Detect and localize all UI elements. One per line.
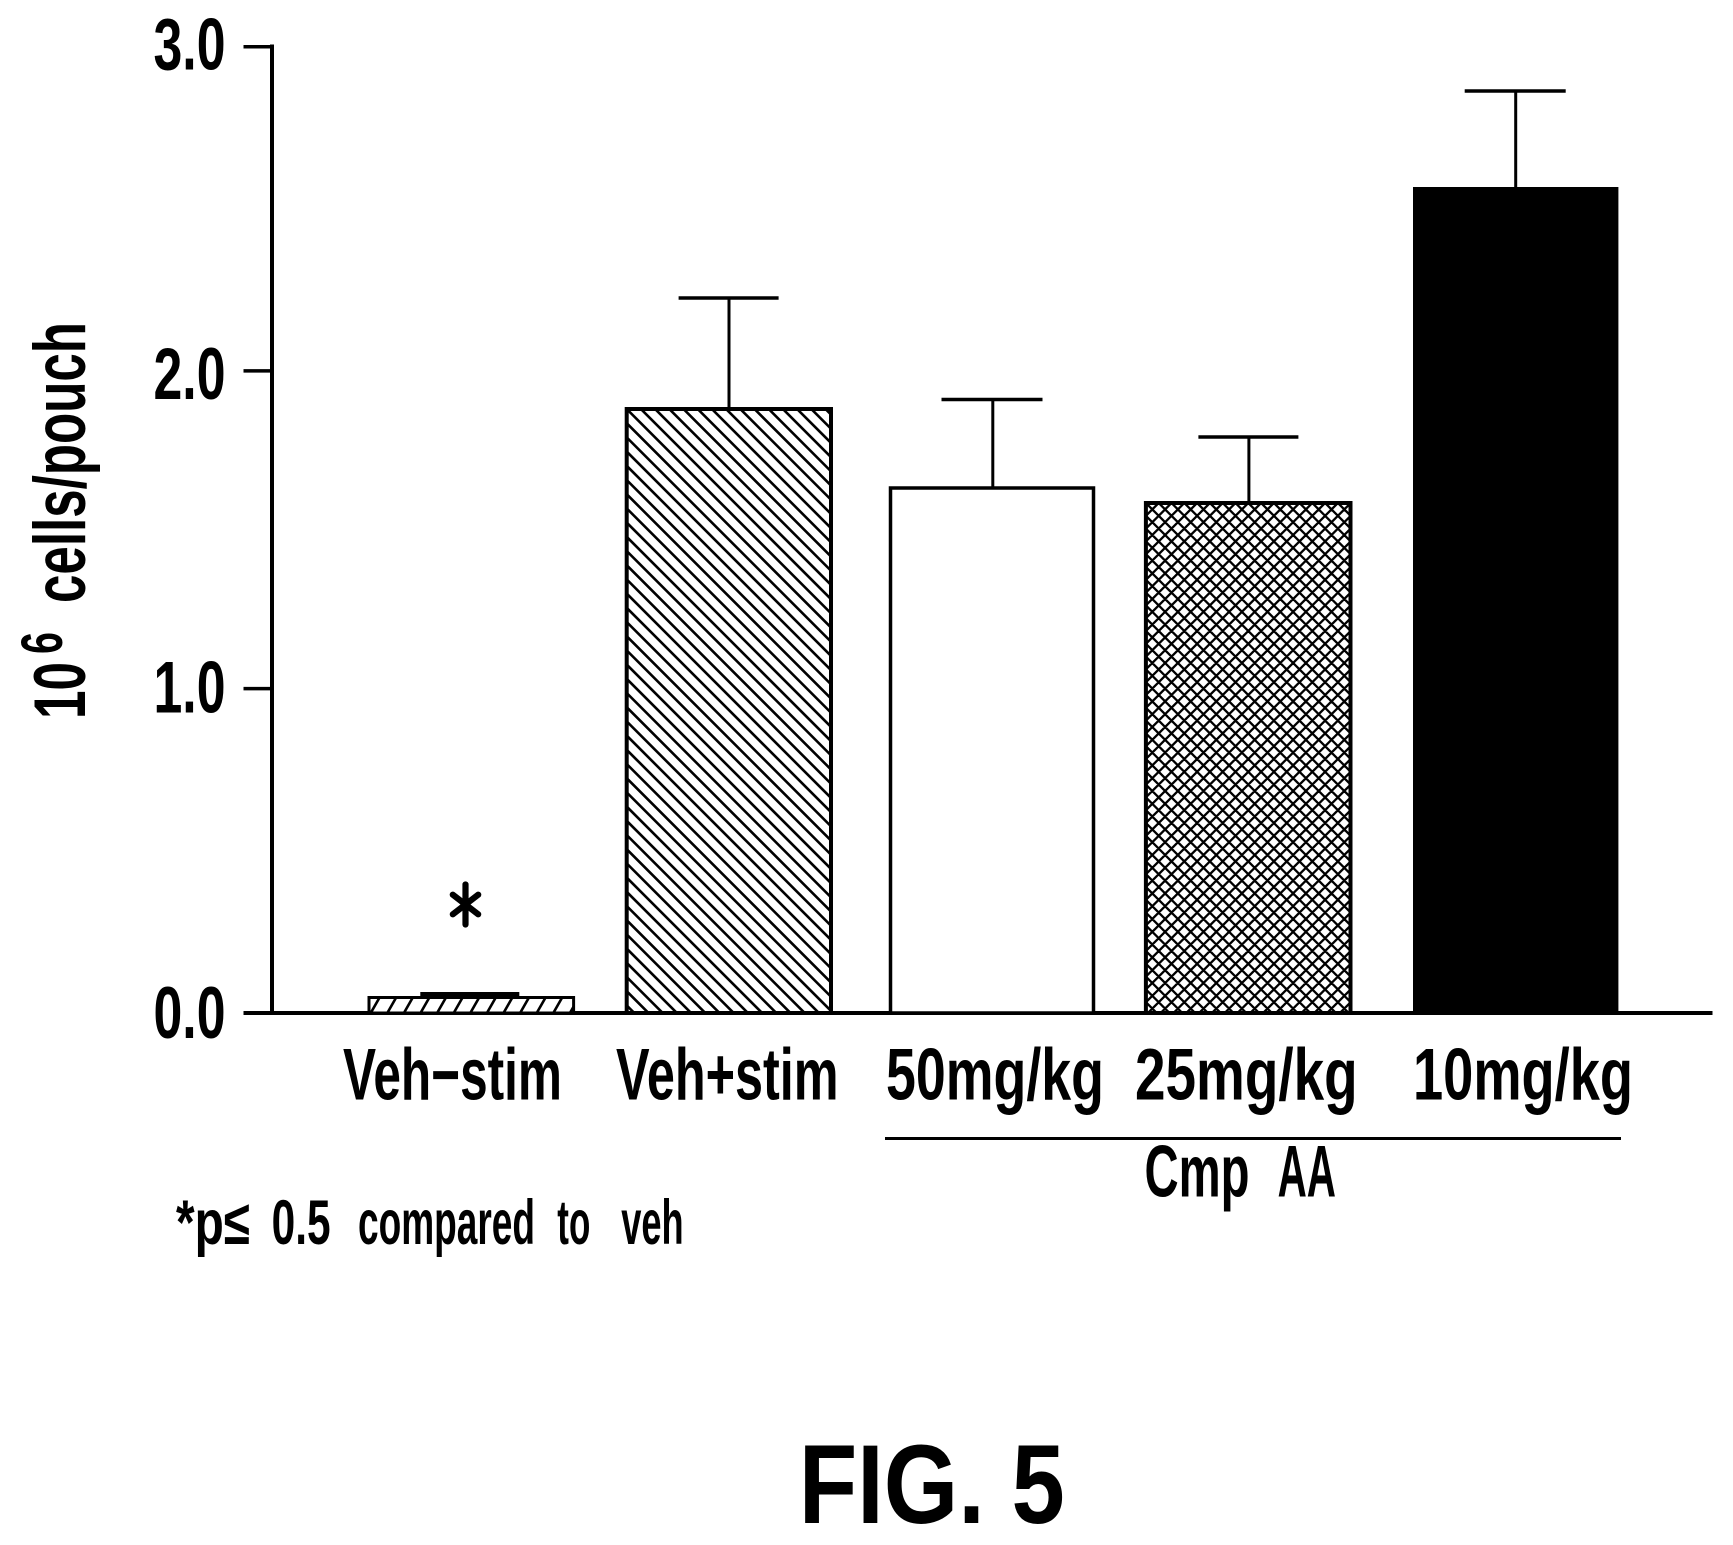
svg-text:*p≤: *p≤ — [176, 1188, 250, 1258]
svg-text:AA: AA — [1278, 1132, 1336, 1213]
svg-text:Veh−stim: Veh−stim — [343, 1035, 562, 1116]
svg-text:0.0: 0.0 — [154, 973, 226, 1054]
svg-text:10mg/kg: 10mg/kg — [1413, 1035, 1633, 1116]
svg-text:50mg/kg: 50mg/kg — [886, 1035, 1104, 1116]
svg-text:0.5: 0.5 — [272, 1188, 331, 1258]
svg-text:3.0: 3.0 — [154, 5, 226, 86]
svg-text:FIG. 5: FIG. 5 — [799, 1422, 1065, 1545]
svg-text:10: 10 — [20, 662, 101, 719]
svg-text:cells/pouch: cells/pouch — [20, 322, 101, 603]
svg-text:2.0: 2.0 — [154, 334, 226, 415]
svg-text:1.0: 1.0 — [154, 648, 226, 729]
svg-text:to: to — [557, 1188, 590, 1258]
svg-text:Cmp: Cmp — [1145, 1132, 1250, 1213]
svg-text:25mg/kg: 25mg/kg — [1135, 1035, 1358, 1116]
svg-text:6: 6 — [10, 632, 75, 654]
svg-text:Veh+stim: Veh+stim — [616, 1035, 839, 1116]
svg-text:veh: veh — [621, 1188, 683, 1258]
svg-text:compared: compared — [358, 1188, 535, 1258]
